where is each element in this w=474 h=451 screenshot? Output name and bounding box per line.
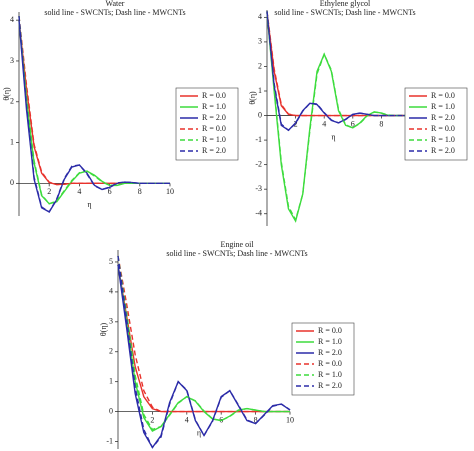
legend-label: R = 0.0 <box>202 124 226 133</box>
y-tick-label: -2 <box>255 159 262 168</box>
y-tick-label: 2 <box>258 61 262 70</box>
chart-title: Ethylene glycol <box>320 0 371 8</box>
legend-label: R = 2.0 <box>431 146 455 155</box>
x-tick-label: 8 <box>138 187 142 196</box>
legend-label: R = 2.0 <box>202 113 226 122</box>
legend: R = 0.0 R = 1.0 R = 2.0 R = 0.0 R = 1.0 R = 2… <box>291 322 355 396</box>
series-line <box>117 255 290 413</box>
x-tick-label: 2 <box>150 415 154 424</box>
x-axis-label: η <box>331 132 335 141</box>
x-tick-label: 4 <box>185 415 189 424</box>
x-tick-label: 4 <box>322 119 326 128</box>
chart-subtitle: solid line - SWCNTs; Dash line - MWCNTs <box>44 8 185 17</box>
chart-subtitle: solid line - SWCNTs; Dash line - MWCNTs <box>166 249 307 258</box>
series-line <box>266 12 410 223</box>
x-tick-label: 4 <box>77 187 81 196</box>
series-line <box>18 16 170 186</box>
y-tick-label: 1 <box>10 137 14 146</box>
series-line <box>18 16 170 213</box>
y-tick-label: 2 <box>109 347 113 356</box>
legend-box <box>291 322 355 396</box>
y-axis-label: θ(η) <box>99 322 108 336</box>
x-tick-label: 6 <box>351 119 355 128</box>
series-line <box>266 11 410 117</box>
series-line <box>117 255 290 431</box>
y-tick-label: 3 <box>258 37 262 46</box>
legend-label: R = 2.0 <box>318 348 342 357</box>
legend-label: R = 0.0 <box>318 359 342 368</box>
series-line <box>117 264 291 449</box>
legend-box <box>175 87 239 161</box>
y-tick-label: 1 <box>109 376 113 385</box>
x-tick-label: 10 <box>166 187 174 196</box>
y-tick-label: 5 <box>109 257 113 266</box>
legend-label: R = 2.0 <box>202 146 226 155</box>
legend-label: R = 1.0 <box>202 102 226 111</box>
y-tick-label: 1 <box>258 86 262 95</box>
y-axis-label: θ(η) <box>2 87 11 101</box>
legend-label: R = 2.0 <box>431 113 455 122</box>
x-axis-label: η <box>87 200 91 209</box>
legend-label: R = 0.0 <box>318 326 342 335</box>
x-tick-label: 10 <box>286 415 294 424</box>
y-tick-label: 4 <box>258 12 262 21</box>
legend-label: R = 1.0 <box>202 135 226 144</box>
series-line <box>266 11 410 132</box>
chart-title: Water <box>106 0 125 8</box>
legend-label: R = 1.0 <box>318 370 342 379</box>
series-line <box>18 20 170 205</box>
chart-title: Engine oil <box>220 240 254 249</box>
y-tick-label: -3 <box>255 184 262 193</box>
legend-box <box>404 87 468 161</box>
legend: R = 0.0 R = 1.0 R = 2.0 R = 0.0 R = 1.0 R = 2… <box>175 87 239 161</box>
y-tick-label: -4 <box>255 209 262 218</box>
legend-label: R = 2.0 <box>318 381 342 390</box>
legend-label: R = 0.0 <box>202 91 226 100</box>
y-tick-label: 4 <box>10 15 14 24</box>
legend-label: R = 0.0 <box>431 124 455 133</box>
x-tick-label: 2 <box>47 187 51 196</box>
series-line <box>18 16 170 205</box>
y-tick-label: 0 <box>10 178 14 187</box>
chart-subtitle: solid line - SWCNTs; Dash line - MWCNTs <box>274 8 415 17</box>
series-line <box>266 12 410 117</box>
series-line <box>117 264 290 432</box>
legend-label: R = 1.0 <box>431 135 455 144</box>
series-line <box>117 255 291 449</box>
y-axis-label: θ(η) <box>248 91 257 105</box>
y-tick-label: 2 <box>10 97 14 106</box>
x-axis-label: η <box>197 428 201 437</box>
y-tick-label: -1 <box>106 436 113 445</box>
y-tick-label: 0 <box>109 406 113 415</box>
x-tick-label: 8 <box>379 119 383 128</box>
series-line <box>266 12 410 132</box>
y-tick-label: 0 <box>258 110 262 119</box>
y-tick-label: 3 <box>109 317 113 326</box>
legend: R = 0.0 R = 1.0 R = 2.0 R = 0.0 R = 1.0 R = 2… <box>404 87 468 161</box>
y-tick-label: 4 <box>109 287 113 296</box>
legend-label: R = 0.0 <box>431 91 455 100</box>
series-line <box>266 11 410 222</box>
legend-label: R = 1.0 <box>431 102 455 111</box>
x-tick-label: 8 <box>254 415 258 424</box>
y-tick-label: 3 <box>10 56 14 65</box>
x-tick-label: 6 <box>108 187 112 196</box>
y-tick-label: -1 <box>255 135 262 144</box>
legend-label: R = 1.0 <box>318 337 342 346</box>
series-line <box>18 20 170 186</box>
